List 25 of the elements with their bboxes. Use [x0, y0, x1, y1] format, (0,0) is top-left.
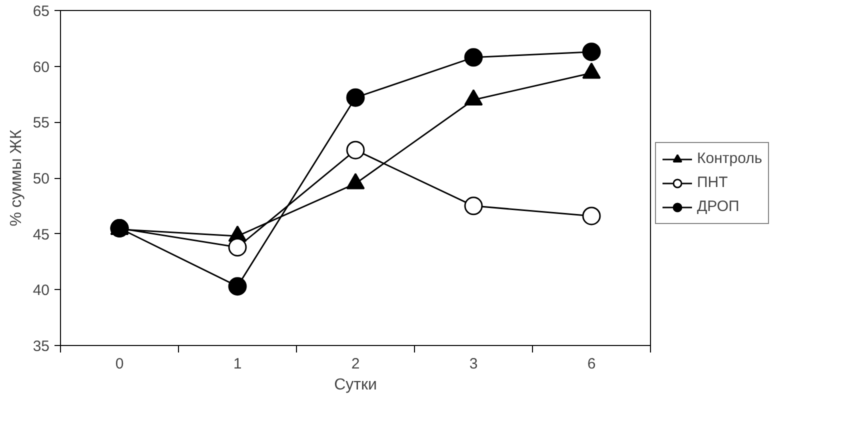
point [228, 238, 247, 256]
y-axis-title: % суммы ЖК [8, 129, 25, 226]
point [228, 277, 247, 296]
y-tick-label: 60 [32, 58, 50, 76]
x-tick-label: 0 [115, 356, 124, 372]
point [582, 206, 601, 226]
y-tick-label: 50 [32, 170, 50, 188]
x-tick-label: 2 [351, 356, 360, 372]
legend-label: ДРОП [697, 198, 740, 215]
y-tick-label: 55 [32, 114, 50, 132]
legend-label: ПНТ [697, 174, 728, 191]
y-tick-label: 65 [32, 3, 50, 20]
y-tick-label: 45 [32, 226, 50, 244]
point [464, 196, 483, 216]
point [582, 42, 601, 62]
x-tick-label: 1 [233, 356, 242, 372]
x-tick-label: 3 [469, 356, 478, 372]
point [464, 48, 483, 67]
point [346, 88, 365, 107]
y-tick-label: 40 [32, 282, 50, 300]
legend-label: Контроль [697, 150, 762, 167]
x-axis-title: Сутки [334, 376, 377, 394]
y-tick-label: 35 [32, 338, 50, 355]
point [346, 140, 365, 160]
x-tick-label: 6 [587, 356, 596, 372]
